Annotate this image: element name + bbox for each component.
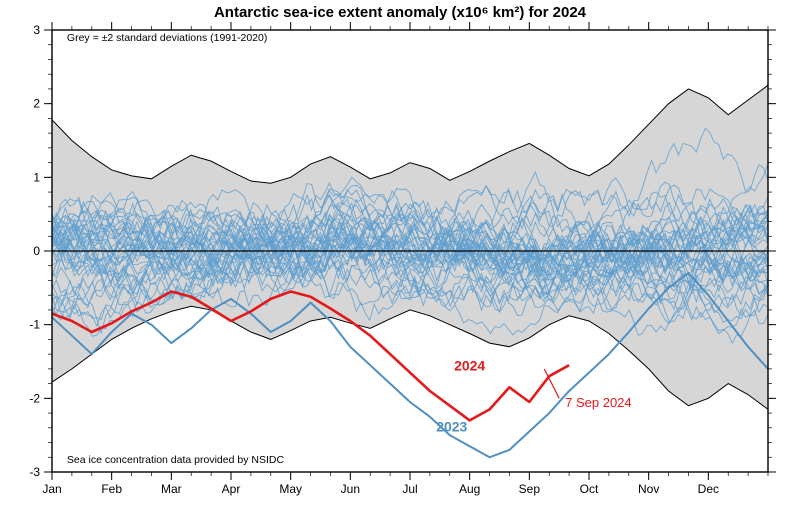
x-tick-label: Apr [222, 482, 241, 496]
x-tick-label: Jan [42, 482, 61, 496]
y-tick-label: -1 [29, 318, 40, 332]
y-tick-label: 2 [33, 97, 40, 111]
x-tick-label: Aug [459, 482, 480, 496]
x-tick-label: Jul [402, 482, 417, 496]
note-source: Sea ice concentration data provided by N… [67, 454, 285, 466]
chart-svg: 2023 2024 7 Sep 2024 -3 -2 -1 0 1 2 3 Jan Feb Mar Apr… [0, 0, 800, 512]
x-tick-label: Jun [341, 482, 360, 496]
x-tick-label: Oct [580, 482, 599, 496]
label-2023: 2023 [436, 418, 467, 434]
y-tick-label: -3 [29, 465, 40, 479]
label-2024: 2024 [454, 357, 485, 373]
chart-container: Antarctic sea-ice extent anomaly (x10⁶ k… [0, 0, 800, 512]
x-tick-label: May [279, 482, 302, 496]
label-date-2024: 7 Sep 2024 [565, 395, 632, 410]
y-tick-label: 3 [33, 23, 40, 37]
y-tick-label: 0 [33, 244, 40, 258]
x-tick-label: Dec [698, 482, 719, 496]
x-tick-label: Feb [101, 482, 122, 496]
x-tick-label: Sep [519, 482, 541, 496]
y-tick-label: 1 [33, 170, 40, 184]
y-tick-label: -2 [29, 391, 40, 405]
note-stddev: Grey = ±2 standard deviations (1991-2020… [67, 32, 267, 44]
x-tick-label: Mar [161, 482, 182, 496]
x-tick-label: Nov [638, 482, 659, 496]
